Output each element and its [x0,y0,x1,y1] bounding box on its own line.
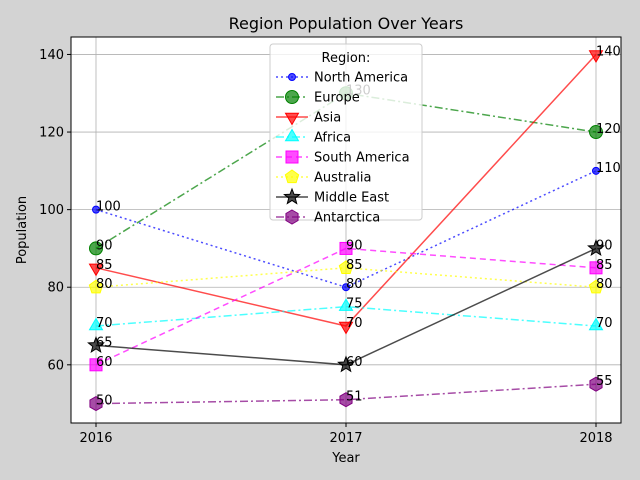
data-point-asia-2017 [338,321,354,335]
legend-item-europe: Europe [276,90,360,106]
legend-label-asia: Asia [314,111,341,126]
data-point-asia-2018 [588,50,604,63]
data-point-africa-2018 [588,317,604,331]
data-point-europe-2016 [89,241,103,256]
data-label-north-america-2016: 100 [96,200,121,215]
legend-label-australia: Australia [314,171,372,186]
data-point-australia-2016 [88,279,104,294]
data-label-antarctica-2018: 55 [596,374,613,389]
legend-label-antarctica: Antarctica [314,211,380,226]
legend-marker-antarctica [285,209,299,225]
data-label-middle-east-2018: 90 [596,238,613,253]
legend-marker-australia [284,169,300,184]
legend-item-south-america: South America [276,150,410,166]
y-tick-label-2: 100 [39,203,64,218]
data-point-middle-east-2017 [337,355,355,373]
chart-title: Region Population Over Years [229,14,464,33]
y-axis-title: Population [15,196,30,264]
data-point-south-america-2017 [339,241,353,255]
data-point-south-america-2018 [589,261,603,275]
series-line-africa [95,305,597,327]
legend-item-north-america: North America [276,71,408,86]
legend-box [269,43,423,221]
legend-item-antarctica: Antarctica [276,209,380,226]
y-tick-label-0: 60 [47,358,64,373]
legend-marker-europe [285,90,299,104]
series-asia [88,50,604,335]
legend-items: North America Europe Asia Africa South Ameri… [276,71,410,226]
y-tick-label-1: 80 [47,281,64,296]
series-antarctica [89,376,603,412]
series-middle-east [87,239,605,373]
legend-marker-south-america [285,150,299,164]
data-point-asia-2016 [88,263,104,277]
series-north-america [92,166,600,292]
legend-marker-africa [284,128,300,142]
legend: Region: North America Europe Asia Africa Sou… [269,43,423,226]
legend-label-south-america: South America [314,151,410,166]
data-label-europe-2016: 90 [96,238,113,253]
data-label-asia-2018: 140 [596,44,621,59]
data-point-north-america-2018 [592,166,600,175]
data-point-africa-2017 [338,298,354,311]
y-tick-label-3: 120 [39,126,64,141]
series-africa [88,298,604,331]
data-label-north-america-2018: 110 [596,161,621,176]
legend-item-australia: Australia [276,169,372,186]
data-label-asia-2016: 85 [96,258,113,273]
legend-label-africa: Africa [314,131,351,146]
data-label-australia-2017: 85 [346,258,363,273]
data-point-antarctica-2016 [89,396,103,412]
data-point-europe-2018 [589,125,603,140]
x-tick-label-0: 2016 [79,431,112,446]
data-label-africa-2016: 70 [96,316,113,331]
data-label-australia-2018: 80 [596,277,613,292]
y-tick-label-4: 140 [39,48,64,63]
data-label-middle-east-2016: 65 [96,335,113,350]
data-label-antarctica-2016: 50 [96,394,113,409]
series-line-antarctica [95,383,597,405]
data-label-australia-2016: 80 [96,277,113,292]
legend-item-africa: Africa [276,128,351,146]
x-axis-title: Year [331,451,360,466]
data-point-antarctica-2017 [339,392,353,408]
x-tick-label-2: 2018 [579,431,612,446]
data-label-north-america-2017: 80 [346,277,363,292]
legend-marker-middle-east [283,187,301,205]
data-label-middle-east-2017: 60 [346,355,363,370]
series-south-america [89,241,603,372]
legend-label-north-america: North America [314,71,408,86]
legend-item-asia: Asia [276,111,341,126]
data-point-australia-2017 [338,260,354,274]
data-point-africa-2016 [88,317,104,331]
data-label-asia-2017: 70 [346,316,363,331]
data-labels: 1008011090130120857014070757060908580858… [96,44,621,408]
data-label-antarctica-2017: 51 [346,390,363,405]
data-label-south-america-2017: 90 [346,238,363,253]
data-label-south-america-2016: 60 [96,355,113,370]
data-point-north-america-2016 [92,205,100,214]
legend-label-middle-east: Middle East [314,191,389,206]
data-label-europe-2018: 120 [596,122,621,137]
legend-item-middle-east: Middle East [276,187,389,206]
x-tick-label-1: 2017 [329,431,362,446]
data-point-antarctica-2018 [589,376,603,392]
series-australia [88,260,604,294]
data-label-africa-2018: 70 [596,316,613,331]
axes: 60 80 100 120 140 2016 2017 2018 [39,48,612,446]
legend-marker-asia [284,112,300,126]
data-point-middle-east-2016 [87,336,105,354]
legend-marker-north-america [288,73,296,81]
data-label-south-america-2018: 85 [596,258,613,273]
data-point-north-america-2017 [342,283,350,292]
legend-title: Region: [322,51,371,66]
data-point-australia-2018 [588,279,604,294]
data-label-africa-2017: 75 [346,297,363,312]
data-point-south-america-2016 [89,358,103,372]
data-point-middle-east-2018 [587,239,605,257]
legend-label-europe: Europe [314,91,360,106]
